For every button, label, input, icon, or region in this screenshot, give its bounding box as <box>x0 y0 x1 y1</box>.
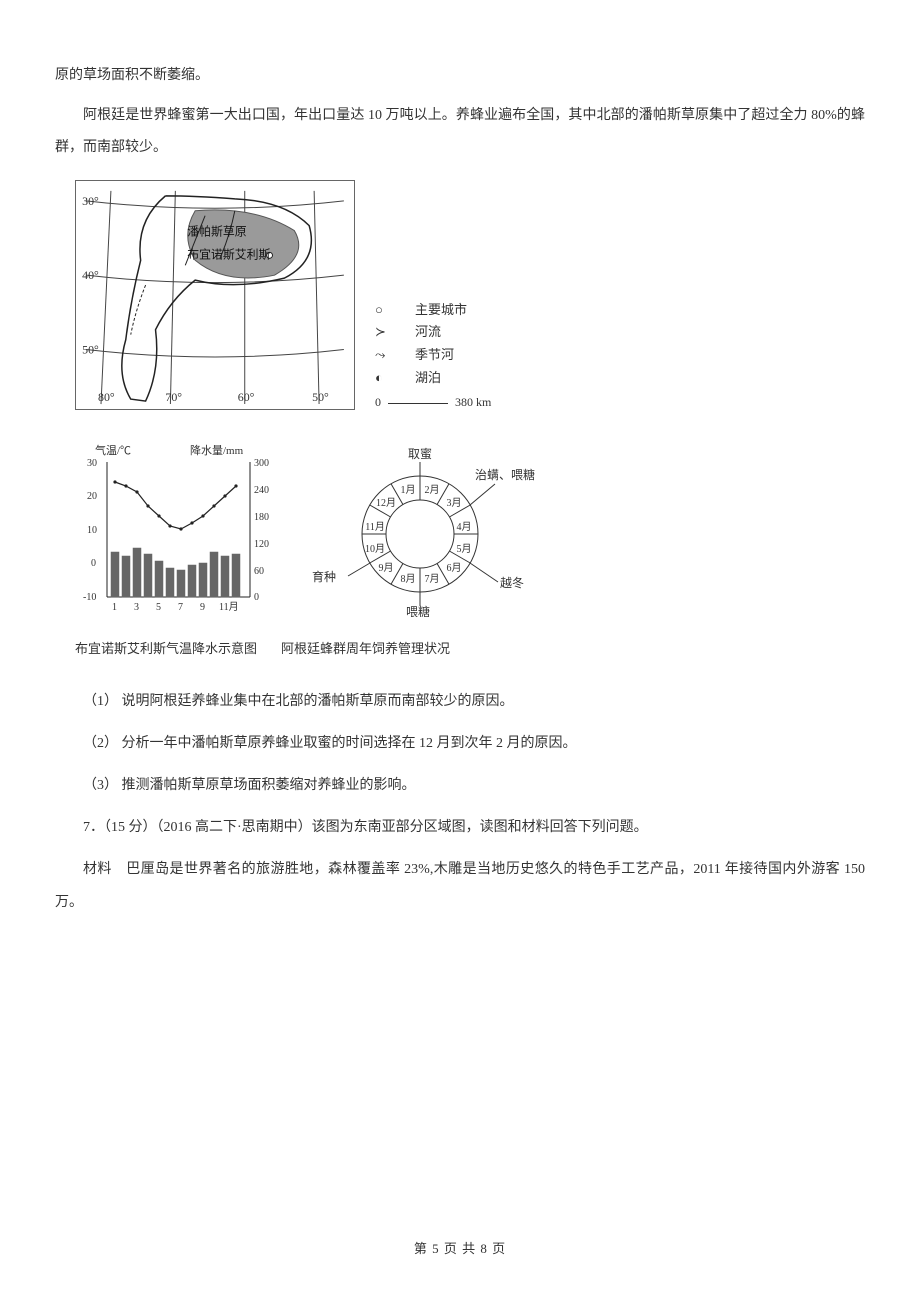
figure-block: 30° 40° 50° 80° 70° 60° 50° 潘帕斯草原 布宜诺斯艾利… <box>75 180 865 664</box>
svg-text:9: 9 <box>200 602 205 613</box>
svg-text:5: 5 <box>156 602 161 613</box>
intro-text: 阿根廷是世界蜂蜜第一大出口国，年出口量达 10 万吨以上。养蜂业遍布全国，其中北… <box>55 108 865 155</box>
axis-precip-title: 降水量/mm <box>190 443 244 457</box>
svg-text:1: 1 <box>112 602 117 613</box>
scale-dist: 380 km <box>455 395 491 409</box>
svg-text:1月: 1月 <box>401 484 416 496</box>
argentina-map: 30° 40° 50° 80° 70° 60° 50° 潘帕斯草原 布宜诺斯艾利… <box>75 180 555 430</box>
svg-text:3月: 3月 <box>447 497 462 509</box>
chart-row: 气温/℃ 降水量/mm 30 20 10 0 -10 300 240 180 1… <box>75 442 865 630</box>
svg-text:60: 60 <box>254 566 264 577</box>
page-footer: 第 5 页 共 8 页 <box>0 1234 920 1264</box>
q2-text: （2） 分析一年中潘帕斯草原养蜂业取蜜的时间选择在 12 月到次年 2 月的原因… <box>83 736 577 751</box>
legend-label-river: 河流 <box>415 322 441 343</box>
q1-text: （1） 说明阿根廷养蜂业集中在北部的潘帕斯草原而南部较少的原因。 <box>83 694 514 709</box>
climate-chart: 气温/℃ 降水量/mm 30 20 10 0 -10 300 240 180 1… <box>75 442 285 630</box>
footer-text: 第 5 页 共 8 页 <box>414 1241 506 1256</box>
svg-text:30: 30 <box>87 458 97 469</box>
lat-30: 30° <box>82 193 99 207</box>
q7-material-text: 材料 巴厘岛是世界著名的旅游胜地，森林覆盖率 23%,木雕是当地历史悠久的特色手… <box>55 862 865 909</box>
svg-text:-10: -10 <box>83 592 96 603</box>
q7-stem-text: 7．（15 分）（2016 高二下·思南期中）该图为东南亚部分区域图，读图和材料… <box>83 820 648 835</box>
svg-text:120: 120 <box>254 539 269 550</box>
bee-caption: 阿根廷蜂群周年饲养管理状况 <box>281 634 450 664</box>
questions-block: （1） 说明阿根廷养蜂业集中在北部的潘帕斯草原而南部较少的原因。 （2） 分析一… <box>55 686 865 845</box>
lat-50: 50° <box>82 342 99 356</box>
cont-text: 原的草场面积不断萎缩。 <box>55 68 209 83</box>
svg-text:5月: 5月 <box>457 543 472 555</box>
svg-text:11月: 11月 <box>365 521 385 533</box>
svg-text:240: 240 <box>254 485 269 496</box>
axis-temp-title: 气温/℃ <box>95 443 131 457</box>
question-3: （3） 推测潘帕斯草原草场面积萎缩对养蜂业的影响。 <box>55 770 865 802</box>
continued-paragraph: 原的草场面积不断萎缩。 <box>55 60 865 92</box>
question-1: （1） 说明阿根廷养蜂业集中在北部的潘帕斯草原而南部较少的原因。 <box>55 686 865 718</box>
legend-city: ○ 主要城市 <box>375 300 491 321</box>
svg-text:11月: 11月 <box>219 601 239 613</box>
svg-text:180: 180 <box>254 512 269 523</box>
svg-text:0: 0 <box>254 592 259 603</box>
bee-cycle-chart: 2月 3月 4月 5月 6月 7月 8月 9月 10月 11月 12月 1月 <box>295 442 545 630</box>
svg-text:7: 7 <box>178 602 183 613</box>
svg-text:取蜜: 取蜜 <box>408 446 432 461</box>
svg-text:育种: 育种 <box>312 569 336 584</box>
svg-text:喂糖: 喂糖 <box>406 604 430 617</box>
svg-text:4月: 4月 <box>457 521 472 533</box>
svg-text:10: 10 <box>87 525 97 536</box>
legend-sym-river: ≻ <box>375 322 415 343</box>
caption-row: 布宜诺斯艾利斯气温降水示意图 阿根廷蜂群周年饲养管理状况 <box>75 634 865 664</box>
pampas-label: 潘帕斯草原 <box>187 224 246 238</box>
legend-sym-lake: ◐ <box>375 368 415 389</box>
legend-lake: ◐ 湖泊 <box>375 368 491 389</box>
map-box: 30° 40° 50° 80° 70° 60° 50° 潘帕斯草原 布宜诺斯艾利… <box>75 180 355 410</box>
legend-sym-city: ○ <box>375 300 415 321</box>
scale-bar: 0 380 km <box>375 393 491 412</box>
svg-text:2月: 2月 <box>425 484 440 496</box>
ba-label: 布宜诺斯艾利斯 <box>187 247 270 261</box>
legend-label-city: 主要城市 <box>415 300 467 321</box>
svg-text:越冬: 越冬 <box>500 575 524 590</box>
lon-50: 50° <box>312 390 329 404</box>
svg-text:9月: 9月 <box>379 562 394 574</box>
legend-label-lake: 湖泊 <box>415 368 441 389</box>
q7-material: 材料 巴厘岛是世界著名的旅游胜地，森林覆盖率 23%,木雕是当地历史悠久的特色手… <box>55 854 865 918</box>
svg-text:0: 0 <box>91 558 96 569</box>
lat-40: 40° <box>82 268 99 282</box>
svg-text:7月: 7月 <box>425 573 440 585</box>
legend-seasonal: ⤳ 季节河 <box>375 345 491 366</box>
map-legend: ○ 主要城市 ≻ 河流 ⤳ 季节河 ◐ 湖泊 0 380 km <box>375 300 491 412</box>
legend-sym-seasonal: ⤳ <box>375 345 415 366</box>
legend-river: ≻ 河流 <box>375 322 491 343</box>
svg-text:6月: 6月 <box>447 562 462 574</box>
lon-60: 60° <box>238 390 255 404</box>
scale-zero: 0 <box>375 395 381 409</box>
climate-caption: 布宜诺斯艾利斯气温降水示意图 <box>75 634 257 664</box>
legend-label-seasonal: 季节河 <box>415 345 454 366</box>
svg-text:20: 20 <box>87 491 97 502</box>
svg-text:10月: 10月 <box>365 543 385 555</box>
svg-text:12月: 12月 <box>376 497 396 509</box>
svg-text:3: 3 <box>134 602 139 613</box>
question-7-stem: 7．（15 分）（2016 高二下·思南期中）该图为东南亚部分区域图，读图和材料… <box>55 812 865 844</box>
lon-70: 70° <box>165 390 182 404</box>
svg-text:300: 300 <box>254 458 269 469</box>
question-2: （2） 分析一年中潘帕斯草原养蜂业取蜜的时间选择在 12 月到次年 2 月的原因… <box>55 728 865 760</box>
q3-text: （3） 推测潘帕斯草原草场面积萎缩对养蜂业的影响。 <box>83 778 416 793</box>
lon-80: 80° <box>98 390 115 404</box>
svg-text:8月: 8月 <box>401 573 416 585</box>
svg-text:治螨、喂糖: 治螨、喂糖 <box>475 467 535 482</box>
intro-paragraph: 阿根廷是世界蜂蜜第一大出口国，年出口量达 10 万吨以上。养蜂业遍布全国，其中北… <box>55 100 865 164</box>
